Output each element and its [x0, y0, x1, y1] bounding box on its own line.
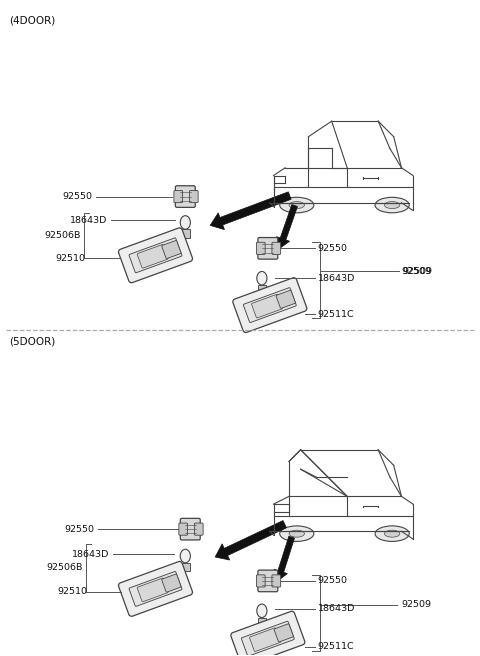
FancyBboxPatch shape — [129, 571, 182, 606]
FancyBboxPatch shape — [252, 295, 283, 318]
Ellipse shape — [289, 530, 304, 537]
Text: 92550: 92550 — [63, 192, 93, 201]
FancyBboxPatch shape — [179, 523, 188, 535]
FancyBboxPatch shape — [258, 570, 278, 592]
Polygon shape — [181, 563, 190, 571]
Text: 18643D: 18643D — [318, 604, 355, 613]
Ellipse shape — [289, 201, 304, 209]
Text: 92506B: 92506B — [45, 232, 81, 240]
FancyBboxPatch shape — [274, 624, 293, 642]
FancyBboxPatch shape — [175, 186, 195, 207]
Ellipse shape — [375, 197, 409, 213]
Polygon shape — [215, 521, 287, 560]
Ellipse shape — [257, 272, 267, 285]
FancyBboxPatch shape — [241, 621, 294, 656]
Text: (4DOOR): (4DOOR) — [9, 15, 56, 26]
Text: 92511C: 92511C — [318, 310, 354, 319]
FancyBboxPatch shape — [129, 238, 182, 273]
FancyBboxPatch shape — [231, 611, 305, 656]
Ellipse shape — [180, 549, 191, 563]
Text: 92511C: 92511C — [318, 642, 354, 651]
Ellipse shape — [280, 526, 314, 541]
FancyBboxPatch shape — [272, 575, 281, 587]
Ellipse shape — [384, 530, 400, 537]
FancyBboxPatch shape — [190, 190, 198, 203]
Text: 92550: 92550 — [318, 577, 348, 585]
Polygon shape — [258, 285, 266, 293]
Text: 92510: 92510 — [55, 254, 85, 263]
FancyBboxPatch shape — [137, 245, 168, 268]
Text: (5DOOR): (5DOOR) — [9, 337, 56, 347]
FancyBboxPatch shape — [180, 518, 200, 540]
FancyBboxPatch shape — [256, 242, 265, 255]
Ellipse shape — [280, 197, 314, 213]
Polygon shape — [181, 229, 190, 237]
FancyBboxPatch shape — [194, 523, 203, 535]
FancyBboxPatch shape — [276, 291, 295, 308]
FancyBboxPatch shape — [256, 575, 265, 587]
Text: 92509: 92509 — [401, 600, 431, 609]
Polygon shape — [210, 192, 291, 230]
Text: 92509: 92509 — [401, 267, 431, 276]
Text: 92509: 92509 — [402, 267, 432, 276]
FancyBboxPatch shape — [119, 562, 192, 617]
Text: 92506B: 92506B — [47, 564, 83, 573]
Ellipse shape — [375, 526, 409, 541]
Text: 18643D: 18643D — [71, 216, 108, 225]
Text: 92510: 92510 — [57, 587, 87, 596]
FancyBboxPatch shape — [233, 277, 307, 333]
Text: 18643D: 18643D — [318, 274, 355, 283]
Polygon shape — [274, 536, 295, 581]
Text: 92550: 92550 — [318, 244, 348, 253]
Ellipse shape — [384, 201, 400, 209]
Text: 18643D: 18643D — [72, 550, 110, 558]
Text: 92550: 92550 — [65, 525, 95, 533]
Polygon shape — [258, 617, 266, 626]
Ellipse shape — [257, 604, 267, 617]
Ellipse shape — [180, 216, 191, 229]
FancyBboxPatch shape — [174, 190, 182, 203]
FancyBboxPatch shape — [119, 228, 192, 283]
FancyBboxPatch shape — [162, 241, 181, 258]
FancyBboxPatch shape — [137, 578, 168, 602]
FancyBboxPatch shape — [272, 242, 281, 255]
FancyBboxPatch shape — [250, 628, 280, 651]
FancyBboxPatch shape — [162, 574, 181, 592]
FancyBboxPatch shape — [258, 237, 278, 259]
Polygon shape — [276, 205, 298, 249]
FancyBboxPatch shape — [243, 288, 296, 323]
